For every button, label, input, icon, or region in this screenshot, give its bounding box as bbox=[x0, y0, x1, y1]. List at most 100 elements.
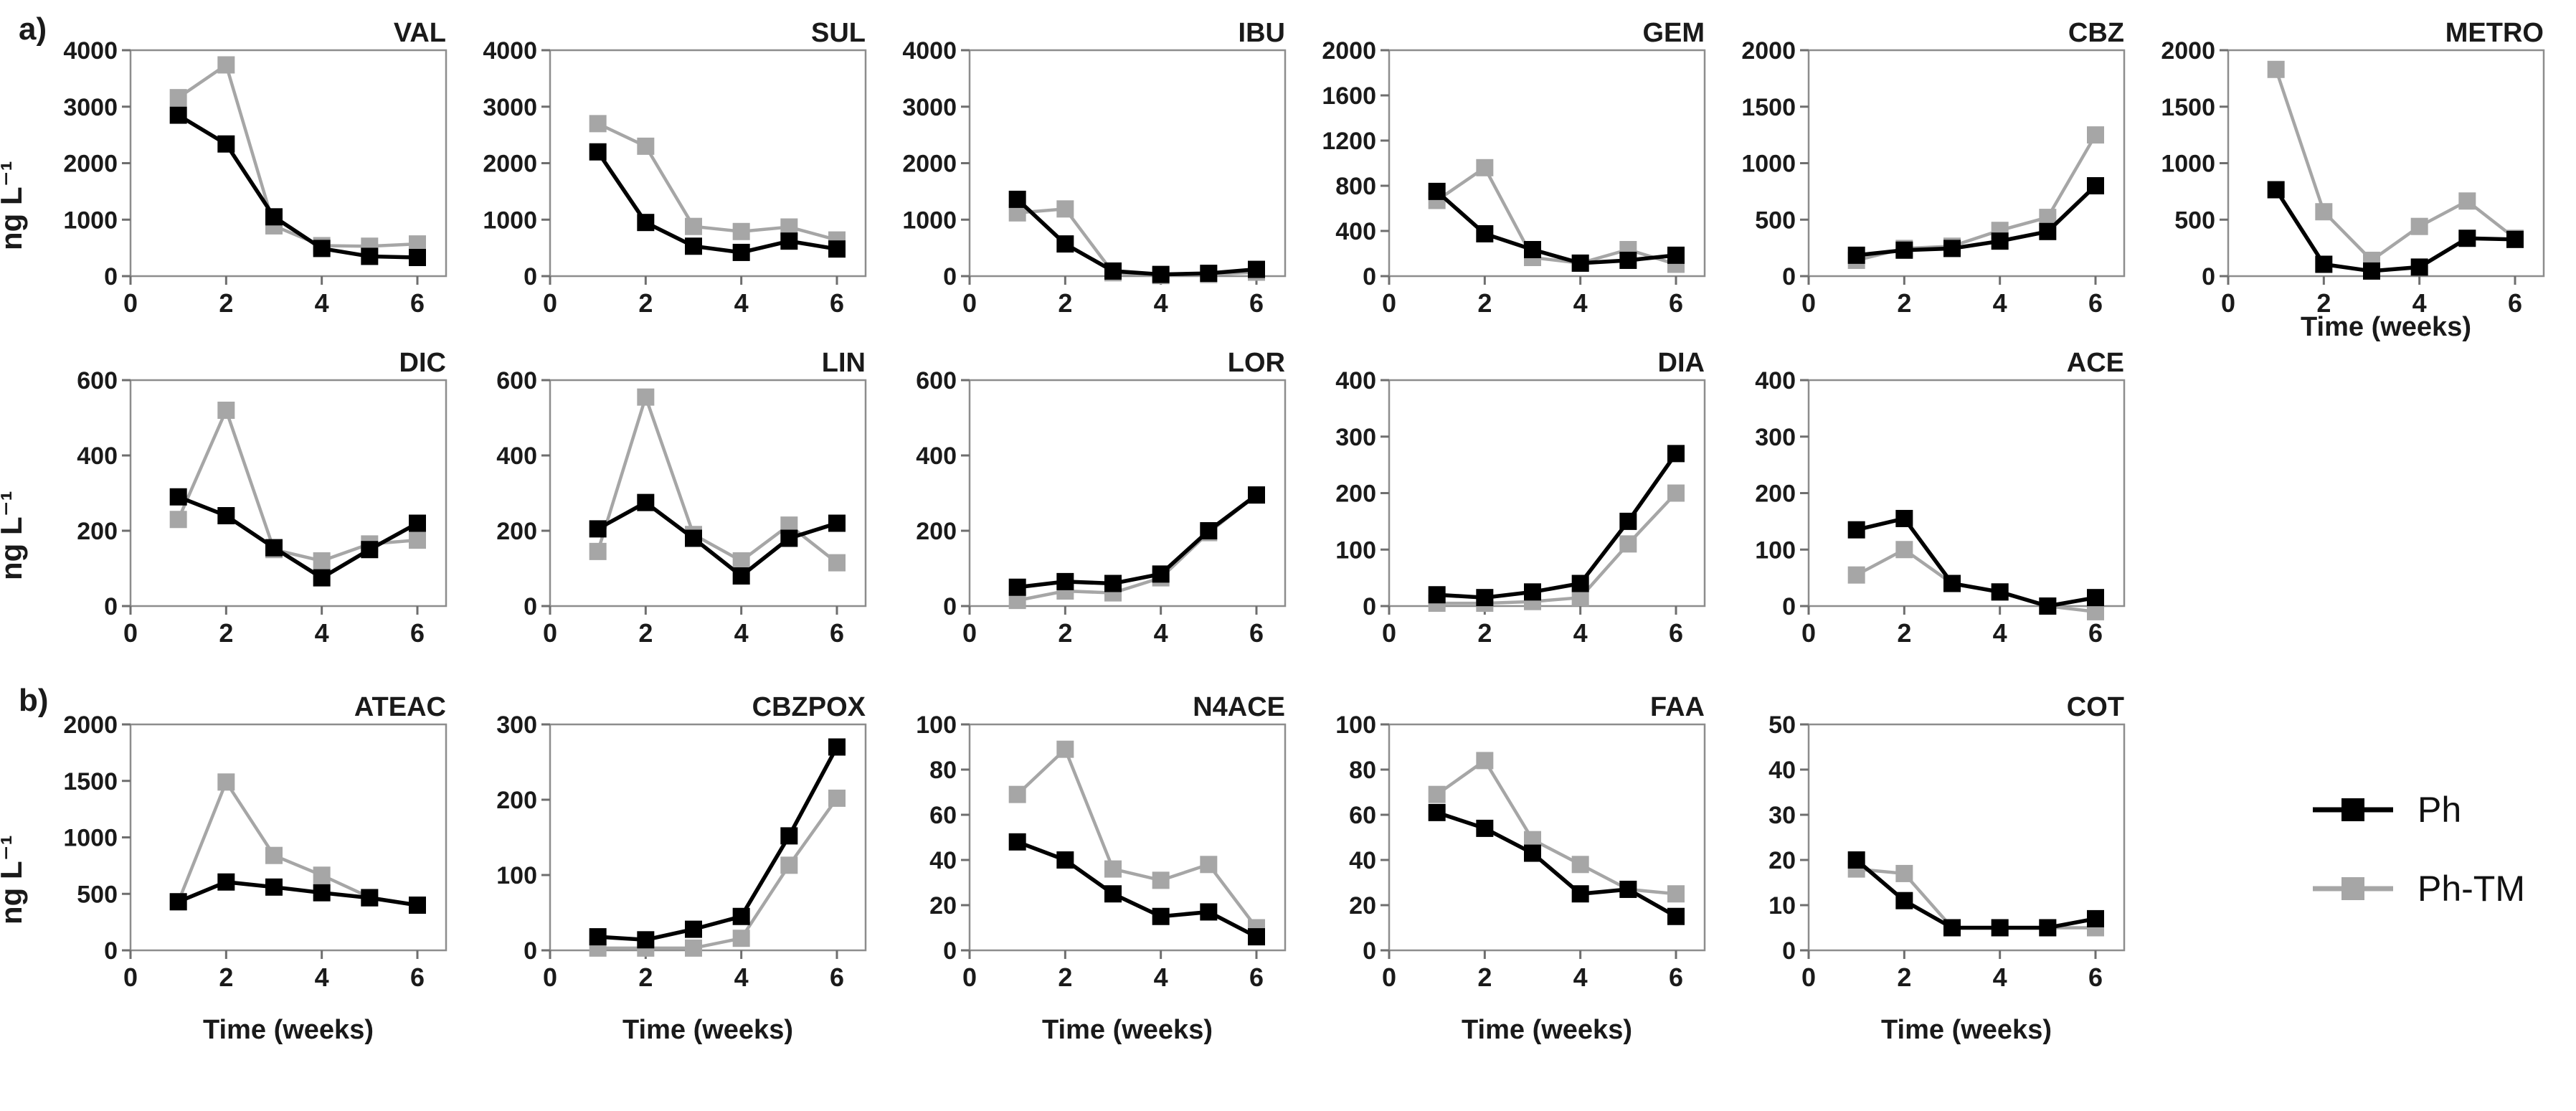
y-tick-label: 100 bbox=[1755, 536, 1796, 564]
data-point-Ph-TM bbox=[732, 552, 750, 569]
data-point-Ph-TM bbox=[2267, 60, 2285, 78]
data-point-Ph-TM bbox=[2458, 192, 2476, 210]
chart-cell-COT: 0 10 20 30 40 50 0 2 4 6 COT Time (weeks) bbox=[1737, 689, 2156, 1051]
data-point-Ph bbox=[1571, 575, 1589, 592]
chart-GEM: 0 400 800 1200 1600 2000 0 2 4 6 GEM bbox=[1322, 18, 1706, 318]
data-point-Ph bbox=[589, 143, 607, 161]
data-point-Ph bbox=[361, 247, 379, 265]
data-point-Ph bbox=[1476, 819, 1494, 837]
data-point-Ph bbox=[2039, 597, 2057, 615]
plot-border bbox=[549, 723, 867, 952]
data-point-Ph-TM bbox=[1152, 871, 1170, 889]
data-point-Ph-TM bbox=[732, 222, 750, 240]
data-point-Ph bbox=[1428, 182, 1446, 200]
series-line-Ph-TM bbox=[596, 392, 838, 564]
x-tick-label: 4 bbox=[1573, 963, 1588, 992]
y-tick-label: 0 bbox=[1363, 937, 1376, 965]
x-tick-label: 4 bbox=[315, 288, 329, 318]
y-tick-label: 1000 bbox=[483, 207, 537, 234]
data-point-Ph bbox=[2039, 919, 2057, 937]
data-point-Ph bbox=[169, 488, 187, 506]
data-point-Ph bbox=[1524, 844, 1541, 862]
y-tick-label: 100 bbox=[496, 862, 537, 889]
data-point-Ph-TM bbox=[169, 511, 187, 529]
chart-title: METRO bbox=[2445, 18, 2544, 48]
y-tick-label: 400 bbox=[496, 443, 537, 470]
x-tick-label: 0 bbox=[962, 288, 977, 318]
data-point-Ph bbox=[828, 738, 846, 756]
plot-border bbox=[1388, 49, 1706, 278]
y-tick-label: 60 bbox=[1349, 802, 1376, 829]
data-point-Ph-TM bbox=[169, 89, 187, 107]
data-point-Ph bbox=[409, 897, 426, 914]
y-tick-label: 200 bbox=[496, 787, 537, 814]
y-tick-label: 300 bbox=[1755, 424, 1796, 451]
data-point-Ph bbox=[1571, 885, 1589, 903]
data-point-Ph bbox=[313, 240, 331, 257]
chart-title: LIN bbox=[822, 348, 866, 378]
y-tick-label: 0 bbox=[1363, 593, 1376, 620]
chart-VAL: 0 1000 2000 3000 4000 0 2 4 6 VAL bbox=[63, 18, 448, 318]
y-tick-label: 1500 bbox=[63, 768, 118, 795]
data-point-Ph bbox=[217, 873, 235, 891]
chart-title: ATEAC bbox=[354, 692, 446, 722]
chart-title: LOR bbox=[1228, 348, 1285, 378]
data-point-Ph bbox=[1619, 880, 1637, 898]
y-tick-label: 2000 bbox=[2161, 37, 2215, 65]
data-point-Ph bbox=[1008, 190, 1026, 208]
data-point-Ph bbox=[1056, 235, 1074, 253]
data-point-Ph-TM bbox=[1428, 785, 1446, 803]
y-tick-label: 0 bbox=[104, 593, 118, 620]
x-tick-label: 2 bbox=[219, 288, 233, 318]
chart-cell-CBZPOX: 0 100 200 300 0 2 4 6 CBZPOX Time (weeks) bbox=[478, 689, 898, 1051]
y-tick-label: 1000 bbox=[63, 825, 118, 852]
chart-row-a1: 0 1000 2000 3000 4000 0 2 4 6 VAL 0 1000 2000 3000 400… bbox=[59, 14, 2576, 348]
x-tick-label: 0 bbox=[123, 963, 138, 992]
chart-SUL: 0 1000 2000 3000 4000 0 2 4 6 SUL bbox=[483, 18, 867, 318]
y-tick-label: 300 bbox=[496, 711, 537, 739]
data-point-Ph bbox=[409, 249, 426, 267]
chart-title: VAL bbox=[394, 18, 446, 48]
data-point-Ph bbox=[361, 889, 379, 907]
x-tick-label: 0 bbox=[1382, 288, 1396, 318]
legend-item-ph: Ph bbox=[2313, 789, 2525, 831]
data-point-Ph bbox=[2267, 181, 2285, 199]
chart-cell-METRO: 0 500 1000 1500 2000 0 2 4 6 METRO Time (weeks) bbox=[2156, 14, 2576, 348]
data-point-Ph bbox=[1895, 892, 1913, 909]
y-tick-label: 4000 bbox=[63, 37, 118, 65]
y-tick-label: 200 bbox=[496, 518, 537, 545]
chart-title: ACE bbox=[2067, 348, 2124, 378]
y-axis-label-row-a2: ng L⁻¹ bbox=[0, 491, 28, 580]
data-point-Ph-TM bbox=[637, 137, 655, 155]
chart-COT: 0 10 20 30 40 50 0 2 4 6 COT Time (weeks) bbox=[1768, 692, 2126, 1045]
y-tick-label: 30 bbox=[1768, 802, 1796, 829]
x-tick-label: 0 bbox=[543, 963, 557, 992]
data-point-Ph-TM bbox=[217, 773, 235, 791]
data-point-Ph bbox=[1152, 565, 1170, 583]
series-line-Ph bbox=[597, 746, 839, 942]
y-tick-label: 2000 bbox=[483, 151, 537, 178]
data-point-Ph-TM bbox=[1200, 856, 1218, 874]
series-line-Ph bbox=[1017, 493, 1258, 590]
y-tick-label: 0 bbox=[943, 593, 957, 620]
legend-label-ph: Ph bbox=[2418, 790, 2462, 830]
chart-ATEAC: 0 500 1000 1500 2000 0 2 4 6 ATEAC Time (weeks) bbox=[63, 692, 448, 1045]
x-tick-label: 0 bbox=[1801, 963, 1816, 992]
y-tick-label: 4000 bbox=[483, 37, 537, 65]
data-point-Ph bbox=[2087, 177, 2104, 194]
data-point-Ph bbox=[1476, 224, 1494, 242]
chart-ACE: 0 100 200 300 400 0 2 4 6 ACE bbox=[1755, 348, 2126, 648]
data-point-Ph-TM bbox=[1476, 752, 1494, 770]
chart-CBZ: 0 500 1000 1500 2000 0 2 4 6 CBZ bbox=[1741, 18, 2126, 318]
y-tick-label: 0 bbox=[1782, 593, 1796, 620]
y-tick-label: 20 bbox=[1768, 847, 1796, 874]
x-tick-label: 0 bbox=[1801, 288, 1816, 318]
x-tick-label: 2 bbox=[1477, 963, 1492, 992]
y-tick-label: 0 bbox=[943, 937, 957, 965]
data-point-Ph bbox=[1152, 265, 1170, 283]
y-tick-label: 1000 bbox=[902, 207, 957, 234]
y-tick-label: 20 bbox=[929, 892, 957, 919]
data-point-Ph-TM bbox=[1571, 856, 1589, 874]
y-tick-label: 1000 bbox=[1741, 151, 1796, 178]
x-axis-label: Time (weeks) bbox=[203, 1015, 374, 1045]
